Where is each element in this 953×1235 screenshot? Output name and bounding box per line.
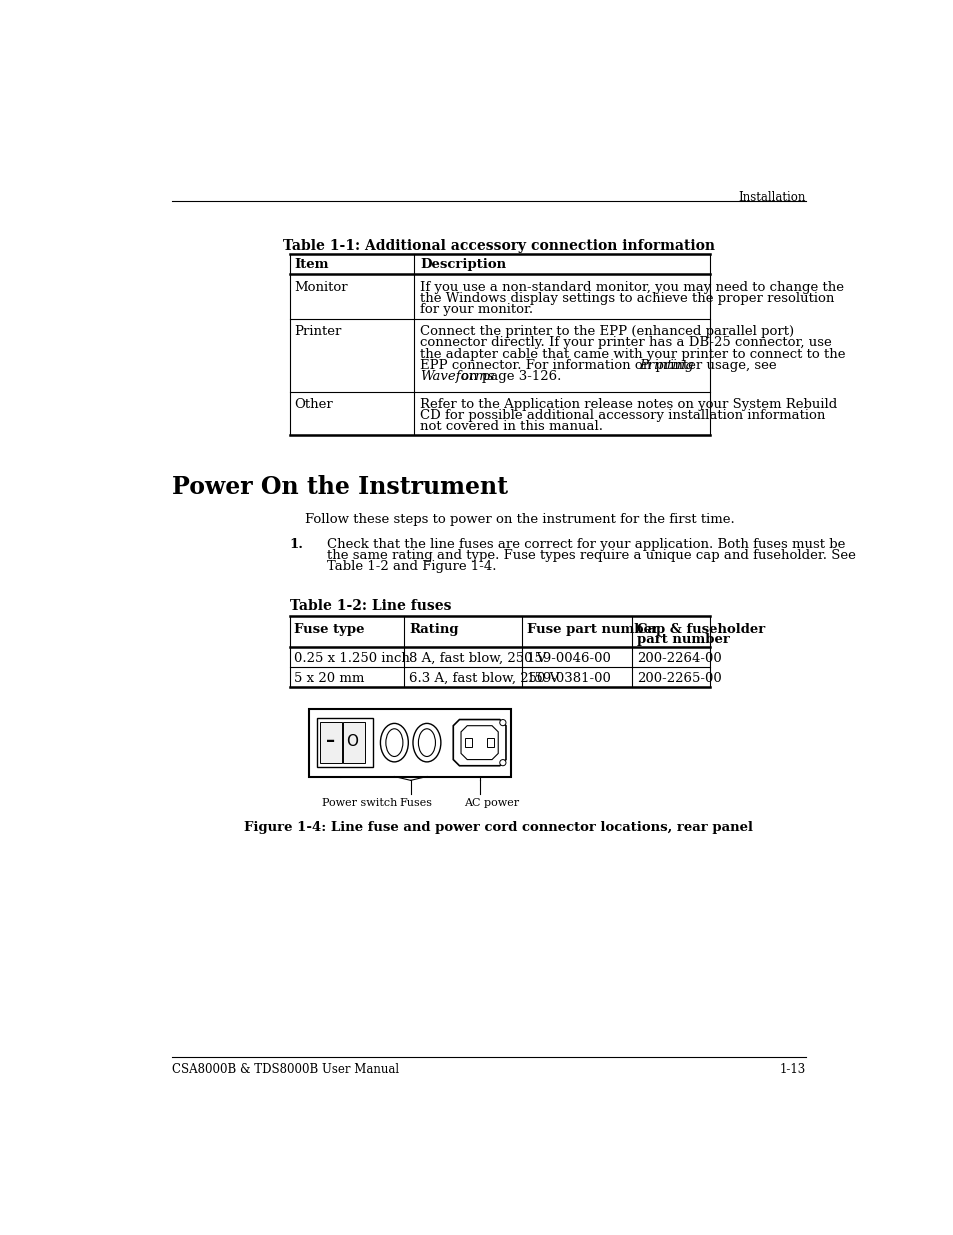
Text: Refer to the Application release notes on your System Rebuild: Refer to the Application release notes o…: [419, 398, 837, 411]
Text: Follow these steps to power on the instrument for the first time.: Follow these steps to power on the instr…: [305, 514, 734, 526]
Text: Other: Other: [294, 398, 333, 411]
Text: Rating: Rating: [409, 622, 458, 636]
Bar: [343, 721, 365, 763]
Text: 159-0046-00: 159-0046-00: [526, 652, 611, 664]
Text: Table 1‑1: Additional accessory connection information: Table 1‑1: Additional accessory connecti…: [283, 240, 714, 253]
Bar: [319, 721, 341, 763]
Text: Cap & fuseholder: Cap & fuseholder: [637, 622, 764, 636]
Text: for your monitor.: for your monitor.: [419, 303, 533, 316]
Bar: [316, 718, 373, 767]
Text: connector directly. If your printer has a DB-25 connector, use: connector directly. If your printer has …: [419, 336, 831, 350]
Bar: [464, 739, 472, 747]
Text: 1-13: 1-13: [779, 1063, 805, 1076]
Text: part number: part number: [637, 634, 729, 646]
Text: Printer: Printer: [294, 325, 341, 338]
Text: the adapter cable that came with your printer to connect to the: the adapter cable that came with your pr…: [419, 347, 844, 361]
Polygon shape: [453, 720, 505, 766]
Text: Power switch: Power switch: [321, 798, 396, 808]
Text: 200-2264-00: 200-2264-00: [637, 652, 720, 664]
Text: 1.: 1.: [290, 537, 303, 551]
Text: the Windows display settings to achieve the proper resolution: the Windows display settings to achieve …: [419, 291, 834, 305]
Ellipse shape: [380, 724, 408, 762]
Ellipse shape: [413, 724, 440, 762]
Text: Item: Item: [294, 258, 329, 272]
Text: 6.3 A, fast blow, 250 V: 6.3 A, fast blow, 250 V: [409, 672, 558, 684]
Polygon shape: [460, 726, 497, 760]
Text: Connect the printer to the EPP (enhanced parallel port): Connect the printer to the EPP (enhanced…: [419, 325, 793, 338]
Text: O: O: [346, 734, 358, 748]
Text: 8 A, fast blow, 250 V: 8 A, fast blow, 250 V: [409, 652, 546, 664]
Text: CSA8000B & TDS8000B User Manual: CSA8000B & TDS8000B User Manual: [172, 1063, 398, 1076]
Text: Description: Description: [419, 258, 505, 272]
Text: Check that the line fuses are correct for your application. Both fuses must be: Check that the line fuses are correct fo…: [327, 537, 844, 551]
Bar: [309, 709, 510, 777]
Circle shape: [499, 760, 505, 766]
Text: not covered in this manual.: not covered in this manual.: [419, 420, 602, 433]
Text: 0.25 x 1.250 inch: 0.25 x 1.250 inch: [294, 652, 410, 664]
Text: AC power: AC power: [464, 798, 518, 808]
Text: –: –: [326, 732, 335, 750]
Text: Printing: Printing: [639, 359, 694, 372]
Text: 200-2265-00: 200-2265-00: [637, 672, 720, 684]
Text: Monitor: Monitor: [294, 280, 348, 294]
Text: on page 3-126.: on page 3-126.: [456, 370, 561, 383]
Text: the same rating and type. Fuse types require a unique cap and fuseholder. See: the same rating and type. Fuse types req…: [327, 550, 855, 562]
Text: Power On the Instrument: Power On the Instrument: [172, 474, 507, 499]
Text: Fuses: Fuses: [399, 798, 433, 808]
Text: Table 1‑2: Line fuses: Table 1‑2: Line fuses: [290, 599, 451, 614]
Text: Figure 1‑4: Line fuse and power cord connector locations, rear panel: Figure 1‑4: Line fuse and power cord con…: [244, 821, 753, 834]
Text: If you use a non-standard monitor, you may need to change the: If you use a non-standard monitor, you m…: [419, 280, 843, 294]
Text: Waveforms: Waveforms: [419, 370, 494, 383]
Text: 5 x 20 mm: 5 x 20 mm: [294, 672, 364, 684]
Text: Installation: Installation: [738, 190, 805, 204]
Text: Fuse type: Fuse type: [294, 622, 364, 636]
Bar: [487, 739, 494, 747]
Text: 159-0381-00: 159-0381-00: [526, 672, 611, 684]
Text: Table 1‑2 and Figure 1‑4.: Table 1‑2 and Figure 1‑4.: [327, 561, 496, 573]
Text: CD for possible additional accessory installation information: CD for possible additional accessory ins…: [419, 409, 824, 422]
Text: Fuse part number: Fuse part number: [526, 622, 659, 636]
Ellipse shape: [418, 729, 435, 757]
Text: EPP connector. For information on printer usage, see: EPP connector. For information on printe…: [419, 359, 780, 372]
Circle shape: [499, 720, 505, 726]
Ellipse shape: [385, 729, 402, 757]
